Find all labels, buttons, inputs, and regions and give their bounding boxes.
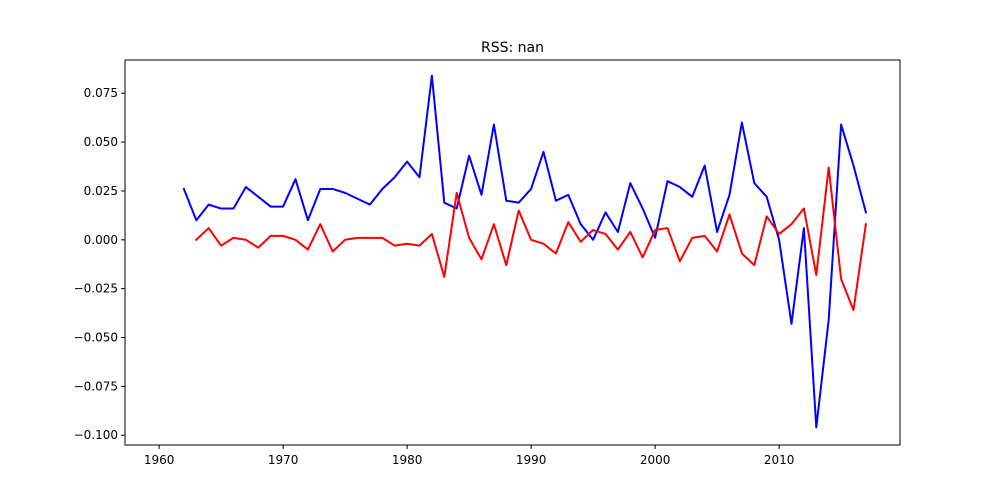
x-tick-label: 1960 <box>144 453 175 467</box>
y-tick-label: 0.050 <box>84 135 118 149</box>
x-tick-label: 2010 <box>764 453 795 467</box>
series-line-2 <box>194 166 868 312</box>
y-tick-label: 0.025 <box>84 184 118 198</box>
x-axis: 1960 1970 1980 1990 2000 2010 <box>144 445 795 467</box>
chart-title: RSS: nan <box>481 40 544 56</box>
series-line-1 <box>182 74 868 429</box>
x-tick-label: 1990 <box>516 453 547 467</box>
y-axis: 0.075 0.050 0.025 0.000 −0.025 −0.050 −0.075 −0… <box>74 86 125 442</box>
y-tick-label: −0.075 <box>74 379 118 393</box>
x-tick-label: 1980 <box>392 453 423 467</box>
series-layer <box>182 74 868 429</box>
y-tick-label: −0.050 <box>74 331 118 345</box>
x-tick-label: 2000 <box>640 453 671 467</box>
y-tick-label: 0.000 <box>84 233 118 247</box>
plot-frame <box>124 59 901 446</box>
y-tick-label: 0.075 <box>84 86 118 100</box>
y-tick-label: −0.100 <box>74 428 118 442</box>
x-tick-label: 1970 <box>268 453 299 467</box>
y-tick-label: −0.025 <box>74 282 118 296</box>
